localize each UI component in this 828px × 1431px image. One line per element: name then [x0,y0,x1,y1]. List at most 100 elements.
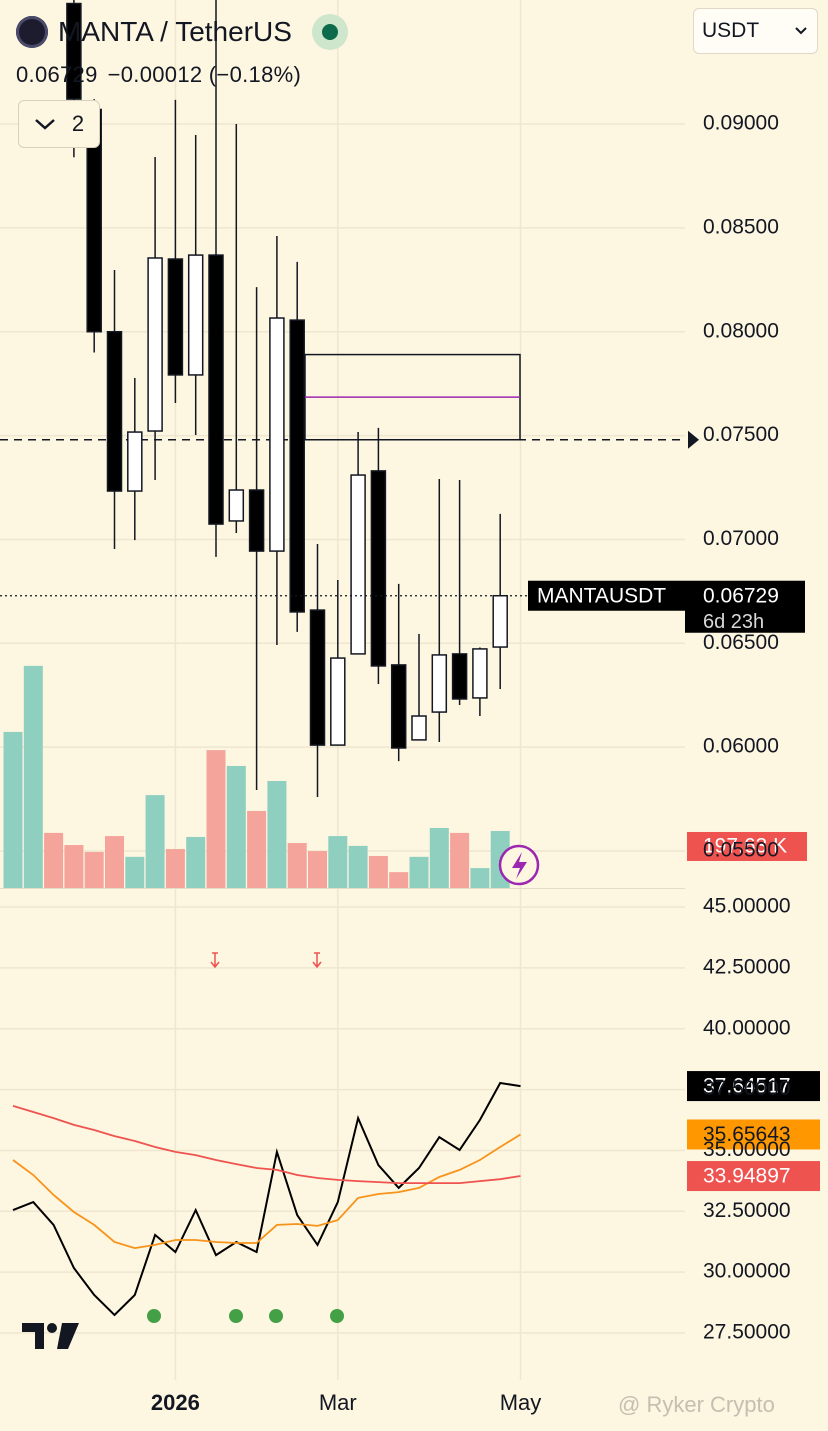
series-line [12,1133,521,1250]
y-tick-label: 45.00000 [703,895,791,918]
candle-body [330,657,346,746]
volume-bar [389,872,409,888]
x-tick-label: Mar [319,1390,357,1415]
signal-dot [229,1309,243,1323]
volume-bar [429,827,449,888]
candle-body [167,258,184,376]
volume-bar [409,856,429,888]
volume-bar [348,845,368,888]
value-badge [687,1119,820,1150]
tv-logo-mark [22,1323,44,1349]
signal-dot [330,1309,344,1323]
signal-arrows [210,952,322,969]
volume-bar [328,836,348,888]
volume-bar [44,832,64,888]
y-tick-label: 0.08500 [703,215,779,238]
chevron [35,119,55,130]
volume-bar [125,856,145,888]
countdown-label: 6d 23h [703,611,764,633]
level-arrow [688,430,699,449]
volume-bar [64,845,84,888]
candle-body [431,654,448,713]
candle-body [106,330,123,492]
volume-bar [206,750,226,888]
price-line: 0.06729 −0.00012 (−0.18%) [16,62,311,88]
signal-dot [147,1309,161,1323]
volume-bar [105,836,124,888]
alert-bolt [512,852,527,879]
x-tick-label: May [500,1390,542,1415]
symbol-badge [528,580,685,611]
symbol-title: MANTA / TetherUS [58,16,292,47]
price-badge [685,580,805,633]
y-tick-label: 0.09000 [703,112,779,135]
candle-body [411,715,427,741]
signal-dots [147,1309,344,1323]
candle-body [127,431,143,492]
volume-bar [84,851,104,888]
y-tick-label: 0.08000 [703,319,779,342]
series-line [12,1105,521,1184]
currency-select[interactable]: USDT [693,8,818,54]
y-tick-label: 37.50000 [703,1077,791,1100]
value-badge [687,1161,820,1192]
y-tick-label: 0.07500 [703,423,779,446]
indicator-count: 2 [71,111,85,136]
candle-body [370,470,387,667]
candle-body [309,609,326,746]
indicator-toggle[interactable]: 2 [18,100,100,148]
y-tick-label: 40.00000 [703,1016,791,1039]
y-tick-label: 30.00000 [703,1260,791,1283]
candle-body [269,317,285,552]
alert-icon[interactable] [498,844,540,886]
volume-bar [450,832,470,888]
candle-body [187,254,204,376]
y-tick-label: 0.07000 [703,527,779,550]
candle-body [66,2,82,100]
candle-body [248,489,265,552]
volume-badge [687,831,807,861]
candle-body [228,489,245,522]
plot [0,0,699,1317]
y-tick-label: 35.00000 [703,1138,791,1161]
value-badge [687,1071,820,1102]
volume-bar [287,842,307,888]
volume-bar [470,868,490,888]
series-line [12,1081,521,1317]
candle-body [492,594,508,648]
value-badge-label: 37.64517 [703,1075,791,1098]
symbol-logo [16,16,48,48]
candle-body [472,648,488,699]
badges: 197.63 K MANTAUSDT 0.06729 6d 23h 37.64517 35… [528,580,820,1192]
candle-body [208,254,224,525]
watermark: @ Ryker Crypto [618,1392,775,1417]
chevron [795,27,807,35]
candle-body [390,664,407,749]
market-status [311,14,348,50]
y-tick-label: 0.06000 [703,735,779,758]
signal-dot [269,1309,283,1323]
value-badge-label: 33.94897 [703,1165,791,1188]
value-badge-label: 35.65643 [703,1123,791,1146]
volume-bar [308,851,327,888]
volume-bar [368,855,388,888]
y-tick-label: 42.50000 [703,955,791,978]
candle-body [289,319,305,613]
signal-arrow [312,952,322,969]
volume-badge-label: 197.63 K [703,835,787,858]
symbol-badge-label: MANTAUSDT [537,584,666,607]
y-tick-label: 0.05500 [703,839,779,862]
tv-logo [22,1323,79,1349]
volume-bar [165,849,185,888]
volume-bar [23,665,43,888]
tv-logo-mark [57,1323,79,1349]
symbol-header: MANTA / TetherUS [16,14,348,50]
volume-bar [186,836,206,888]
currency-label: USDT [702,19,760,42]
candle-body [350,474,366,655]
tv-logo-dot [47,1323,57,1333]
volume-bar [247,810,267,888]
y-tick-label: 0.06500 [703,631,779,654]
volume-bar [3,731,23,888]
